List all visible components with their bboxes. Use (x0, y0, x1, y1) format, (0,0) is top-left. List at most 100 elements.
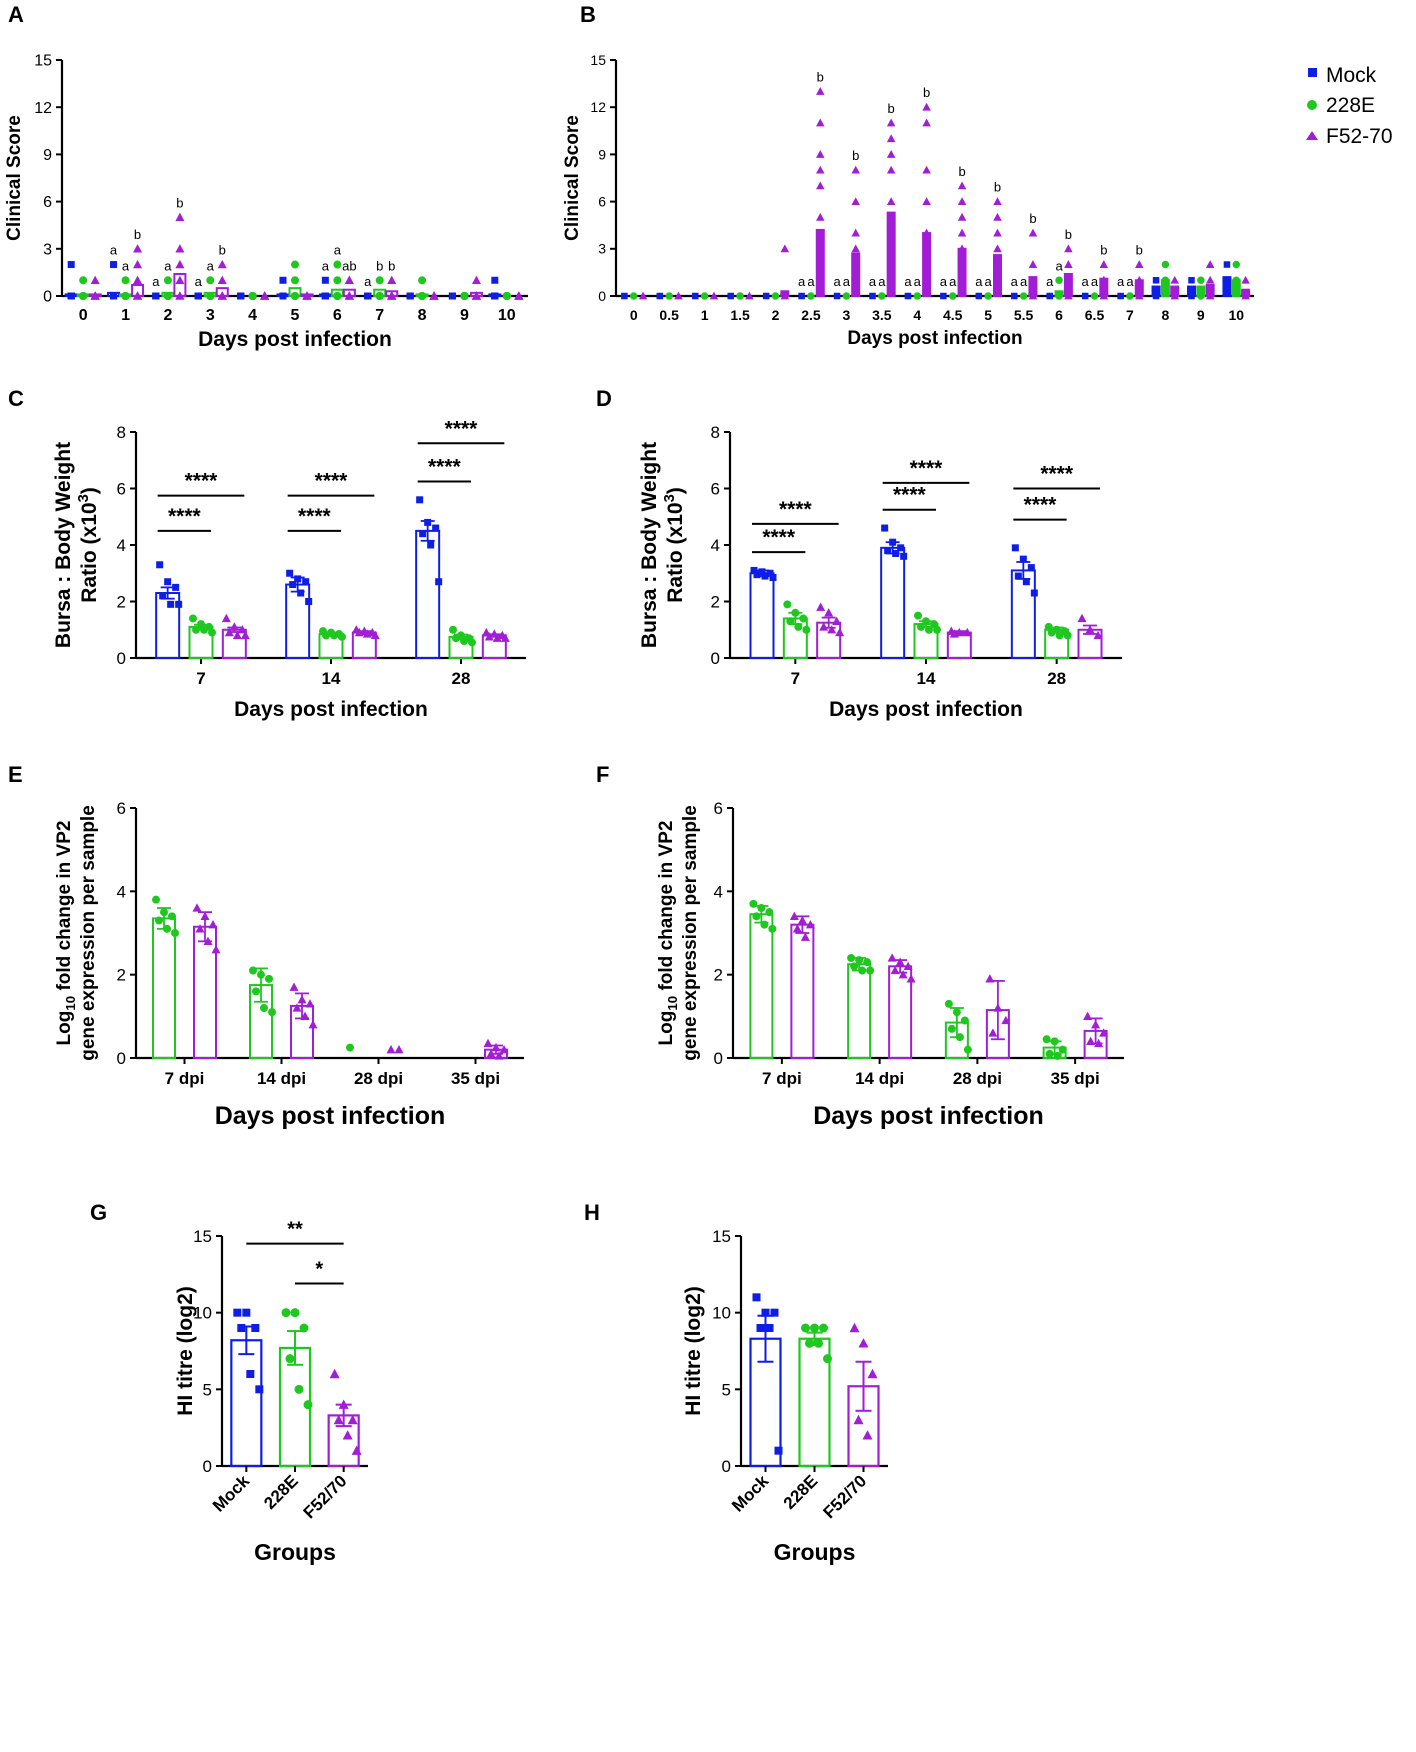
significance-label: **** (428, 455, 462, 478)
panel-label: H (584, 1200, 600, 1225)
x-tick-label: 5.5 (1014, 307, 1034, 323)
data-point (322, 631, 330, 640)
data-point (249, 966, 257, 975)
data-point (1063, 631, 1072, 640)
data-point (993, 244, 1002, 253)
data-point (851, 244, 860, 253)
data-point (1086, 1036, 1096, 1046)
data-point (823, 1354, 832, 1364)
data-point (163, 292, 172, 300)
x-tick-label: 9 (460, 307, 469, 324)
data-point (756, 1324, 765, 1332)
data-point (1232, 260, 1241, 269)
data-point (1055, 276, 1063, 285)
data-point (1170, 291, 1179, 300)
data-point (957, 212, 967, 221)
legend-label-228e: 228E (1326, 94, 1375, 117)
group-letter: b (888, 101, 895, 116)
data-point (290, 1308, 300, 1318)
x-tick-label: F52/70 (819, 1471, 870, 1522)
data-point (816, 87, 825, 95)
data-point (171, 929, 179, 937)
data-point (1077, 613, 1087, 623)
data-point (988, 1028, 998, 1037)
data-point (362, 629, 372, 638)
x-tick-label: 3 (842, 307, 850, 323)
bar (886, 211, 896, 297)
x-tick-label: 35 dpi (1051, 1069, 1100, 1088)
data-point (792, 924, 802, 933)
data-point (947, 1024, 956, 1033)
x-tick-label: 28 dpi (953, 1069, 1002, 1088)
data-point (824, 608, 834, 617)
data-point (229, 622, 239, 631)
data-point (940, 292, 947, 300)
x-tick-label: 0.5 (659, 307, 679, 323)
data-point (189, 614, 197, 623)
y-axis-label-2: gene expression per sample (680, 805, 701, 1061)
data-point (237, 1324, 246, 1332)
legend-marker-228e (1307, 100, 1317, 110)
y-tick-label: 0 (43, 289, 52, 306)
x-tick-label: 28 dpi (354, 1069, 403, 1088)
data-point (321, 276, 329, 284)
data-point (842, 292, 851, 300)
data-point (292, 1003, 302, 1012)
y-tick-label: 0 (203, 1457, 212, 1476)
data-point (291, 276, 299, 285)
x-tick-label: 6 (1055, 307, 1063, 323)
data-point (1028, 260, 1038, 268)
data-point (827, 625, 837, 634)
x-tick-label: 6.5 (1085, 307, 1105, 323)
group-letter: ab (342, 258, 356, 273)
data-point (629, 292, 638, 300)
data-point (460, 292, 469, 300)
data-point (798, 292, 805, 300)
data-point (200, 625, 208, 634)
data-point (665, 292, 673, 300)
data-point (1011, 292, 1018, 300)
data-point (289, 982, 299, 991)
y-tick-label: 6 (711, 479, 720, 498)
data-point (79, 292, 88, 300)
data-point (638, 291, 648, 300)
y-tick-label: 2 (711, 592, 720, 611)
significance-label: **** (168, 505, 202, 528)
data-point (814, 1338, 823, 1348)
data-point (1064, 275, 1073, 284)
data-point (394, 1044, 404, 1054)
data-point (338, 632, 346, 641)
x-axis-label: Days post infection (215, 1102, 446, 1130)
bar (957, 247, 967, 298)
data-point (1081, 292, 1089, 300)
x-tick-label: 8 (1161, 307, 1169, 323)
data-point (993, 1003, 1003, 1012)
data-point (807, 292, 815, 300)
data-point (816, 181, 825, 190)
data-point (1161, 276, 1170, 285)
data-point (949, 629, 959, 638)
y-tick-label: 10 (193, 1304, 212, 1323)
data-point (762, 292, 770, 300)
data-point (206, 276, 215, 285)
data-point (419, 530, 427, 538)
data-point (750, 566, 758, 574)
y-axis-label-rest: fold change in VP2 (54, 821, 75, 996)
data-point (774, 1446, 783, 1455)
data-point (819, 1323, 828, 1333)
data-point (110, 292, 118, 300)
data-point (432, 524, 440, 532)
data-point (281, 1308, 291, 1318)
data-point (1135, 275, 1144, 284)
data-point (766, 569, 774, 577)
data-point (483, 1038, 493, 1048)
data-point (232, 630, 242, 640)
group-letter: b (388, 258, 395, 273)
group-letter: a (798, 274, 806, 289)
data-point (769, 573, 777, 581)
y-tick-label: 12 (590, 99, 606, 115)
data-point (333, 292, 342, 300)
data-point (121, 292, 130, 300)
data-point (233, 1308, 242, 1317)
data-point (237, 292, 245, 300)
